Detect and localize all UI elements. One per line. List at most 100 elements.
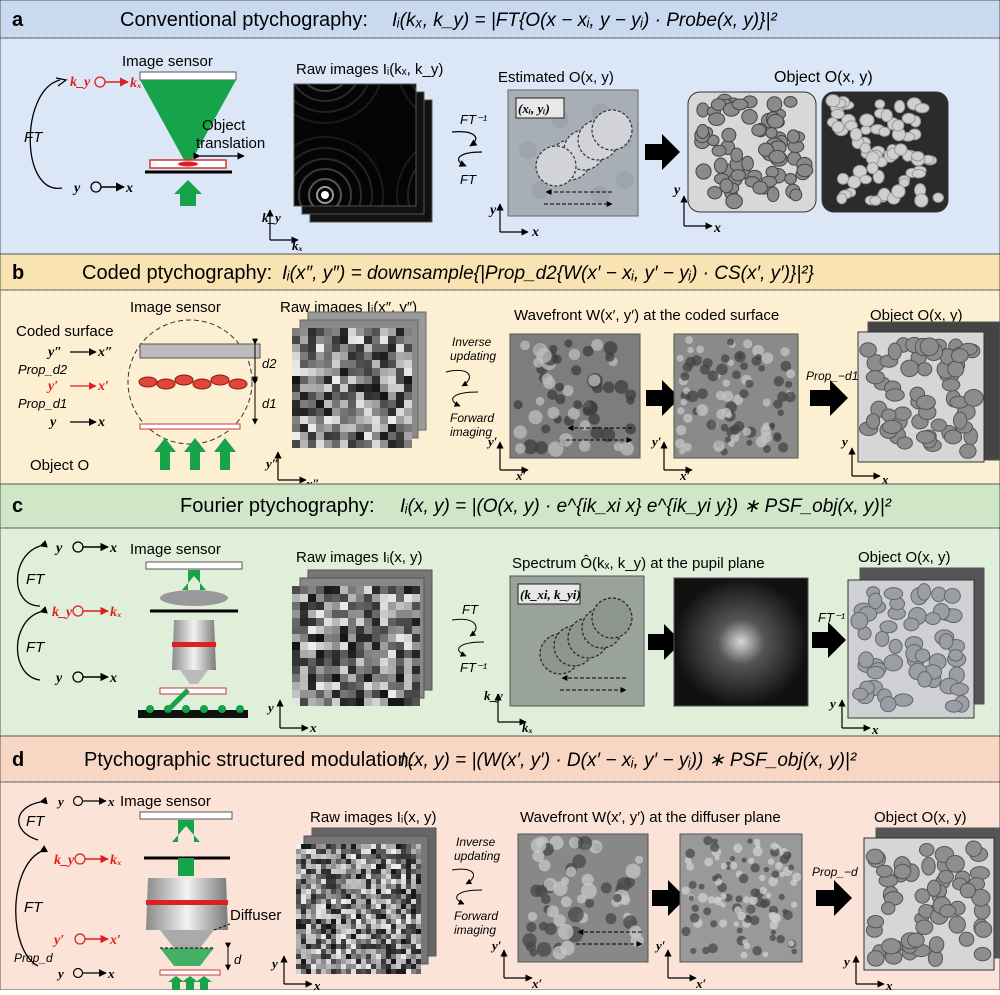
b-wavefront-label: Wavefront W(x′, y′) at the coded surface [514, 307, 779, 324]
b-raw-noise [292, 328, 412, 448]
d-kx-label: kₓ [110, 853, 122, 868]
process-arrow [645, 134, 680, 170]
prop-d1-left-label: Prop_d1 [18, 396, 67, 411]
c-y-bottom: y [54, 671, 63, 686]
panel-d-letter: d [12, 749, 24, 771]
panel-c-equation: Iᵢ(x, y) = |(O(x, y) · e^{ik_xi x} e^{ik… [400, 496, 892, 517]
d-wf1-x-axis: x′ [531, 976, 543, 990]
c-ft-bottom-label: FT [26, 639, 46, 656]
ky-label: k_y [70, 75, 91, 90]
raw-ky-axis: k_y [262, 210, 281, 225]
c-spec-ky-axis: k_y [484, 688, 503, 703]
d2-label: d2 [262, 356, 277, 371]
b-x-label: x [97, 415, 105, 430]
d-wf2-blobs [681, 835, 802, 959]
d-ft-top-label: FT [26, 813, 46, 830]
d-distance-label: d [234, 952, 242, 967]
b-forward-label: Forward [450, 411, 494, 425]
d-ft-mid-label: FT [24, 899, 44, 916]
light-cone [140, 80, 236, 160]
cells-b [858, 336, 984, 459]
c-ft-inv2: FT⁻¹ [818, 610, 846, 625]
object-o-label: Object O [30, 457, 89, 474]
cells-a-left [694, 93, 814, 210]
d-updating-label: updating [454, 849, 500, 863]
ypp-label: y″ [46, 345, 62, 360]
c-y-top: y [54, 541, 63, 556]
raw-kx-axis: kₓ [292, 238, 303, 253]
c-raw-noise [292, 586, 420, 706]
d-prop-left-label: Prop_d [14, 951, 53, 965]
d-wf1-blobs [522, 835, 644, 960]
d-wf2-x-axis: x′ [695, 976, 707, 990]
panel-c-header [0, 483, 1000, 529]
c-raw-x-axis: x [309, 720, 317, 735]
b-object-label: Object O(x, y) [870, 307, 963, 324]
d-imaging-label: imaging [454, 923, 496, 937]
y-label: y [72, 181, 81, 196]
translation-label-2: translation [196, 135, 265, 152]
kx-label: kₓ [130, 76, 142, 91]
d-y-top: y [56, 794, 64, 809]
d-forward-label: Forward [454, 909, 498, 923]
b-wf1-blobs [513, 338, 637, 457]
d-wf2-y-axis: y′ [654, 938, 666, 953]
xpp-label: x″ [97, 345, 113, 360]
panel-b-header [0, 253, 1000, 291]
panel-d: d Ptychographic structured modulation: I… [0, 735, 1000, 993]
diffraction-pattern [293, 83, 417, 207]
d-x-bottom: x [107, 966, 115, 981]
fourier-spectrum [673, 577, 809, 707]
b-wf2-y-axis: y′ [650, 434, 662, 449]
b-inverse-label: Inverse [452, 335, 492, 349]
d-wavefront-label: Wavefront W(x′, y′) at the diffuser plan… [520, 809, 781, 826]
cells-a-right [825, 94, 944, 208]
c-x-bottom: x [109, 671, 117, 686]
b-wf2-blobs [675, 336, 796, 456]
c-x-top: x [109, 541, 117, 556]
cells-d [865, 840, 993, 967]
d-inverse-label: Inverse [456, 835, 496, 849]
b-wf1-y-axis: y′ [486, 434, 498, 449]
yp-red-label: y′ [46, 379, 58, 394]
probe-position-label: (xᵢ, yᵢ) [518, 101, 550, 116]
c-sensor-label: Image sensor [130, 541, 221, 558]
b-sensor-label: Image sensor [130, 299, 221, 316]
panel-a-heading: Conventional ptychography: [120, 9, 368, 31]
d-sensor-label: Image sensor [120, 793, 211, 810]
est-y-axis: y [488, 203, 497, 218]
obj-y-axis: y [672, 183, 681, 198]
c-raw-label: Raw images Iᵢ(x, y) [296, 549, 423, 566]
c-ft-forward: FT [462, 602, 479, 617]
translation-label-1: Object [202, 117, 246, 134]
d-wf1-y-axis: y′ [490, 938, 502, 953]
c-process-arrow-2 [812, 622, 846, 658]
panel-a-letter: a [12, 9, 24, 31]
spectrum-label: Spectrum Ô(kₓ, k_y) at the pupil plane [512, 555, 765, 572]
ft-inverse-label: FT⁻¹ [460, 112, 488, 127]
d-yp-red: y′ [52, 933, 64, 948]
c-process-arrow [648, 624, 682, 660]
cells-c [850, 583, 970, 713]
d-prop-label: Prop_−d [812, 865, 858, 879]
b-raw-y-axis: y″ [264, 456, 279, 471]
b-prop-label: Prop_−d1 [806, 369, 858, 383]
ft-loop-label: FT [24, 129, 44, 146]
d1-label: d1 [262, 396, 276, 411]
c-ft-top-label: FT [26, 571, 46, 588]
x-label: x [125, 181, 133, 196]
d-raw-noise [296, 844, 421, 974]
panel-b-letter: b [12, 262, 24, 284]
panel-d-equation: Iᵢ(x, y) = |(W(x′, y′) · D(x′ − xᵢ, y′ −… [400, 750, 857, 771]
d-object-label: Object O(x, y) [874, 809, 967, 826]
c-object-label: Object O(x, y) [858, 549, 951, 566]
d-obj-x-axis: x [885, 978, 893, 990]
panel-d-header [0, 735, 1000, 783]
panel-c-letter: c [12, 495, 23, 517]
panel-a: a Conventional ptychography: Iᵢ(kₓ, k_y)… [0, 0, 1000, 255]
xp-red-label: x′ [97, 379, 109, 394]
d-y-bottom: y [56, 966, 64, 981]
d-process-arrow-1 [652, 880, 686, 916]
b-wf1-x-axis: x′ [515, 468, 527, 483]
